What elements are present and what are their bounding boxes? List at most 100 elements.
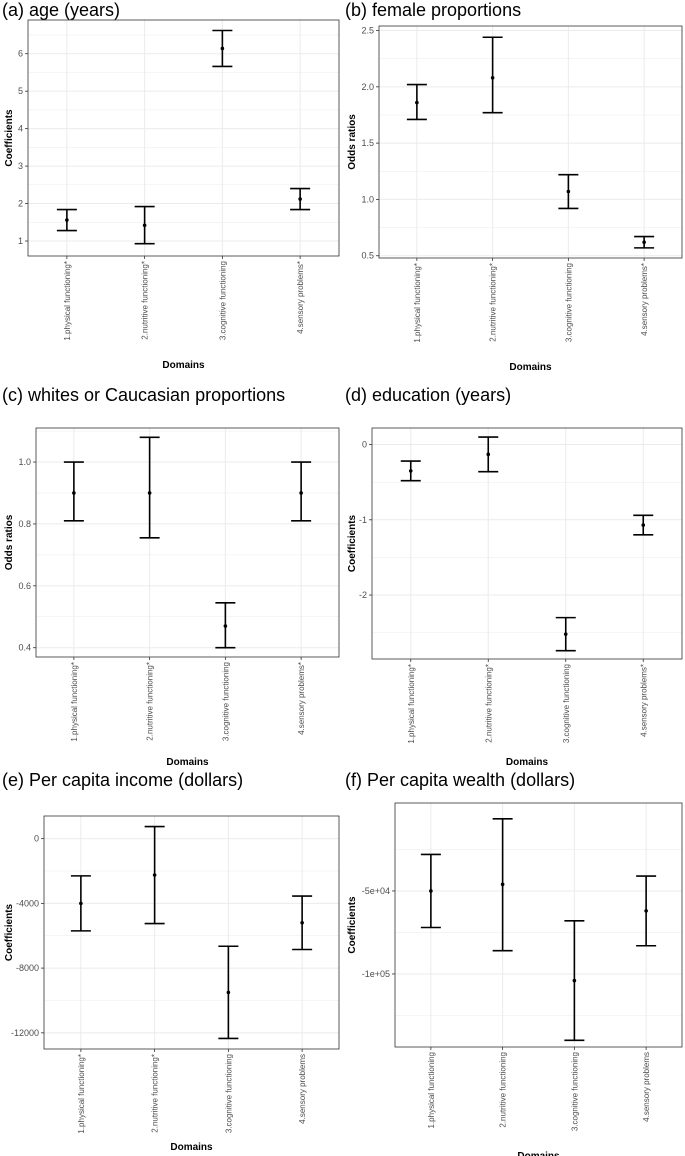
y-tick-label: -4000	[16, 898, 39, 908]
plot-border	[394, 802, 683, 1048]
x-tick-label: 1.physical functioning*	[413, 263, 422, 343]
x-tick-label: 1.physical functioning*	[63, 261, 72, 341]
y-axis-title: Coefficients	[4, 109, 15, 167]
data-point	[500, 882, 505, 887]
data-point	[220, 46, 225, 51]
panel-title: (e) Per capita income (dollars)	[2, 770, 244, 790]
y-tick-label: -1	[359, 515, 367, 525]
plot-area	[28, 20, 339, 256]
y-axis-title: Odds ratios	[347, 114, 358, 170]
chart-panel: (a) age (years) 1 2 3 4 5 6 1.physical function…	[0, 0, 342, 385]
chart-panel: (f) Per capita wealth (dollars) -1e+05 -5e…	[343, 770, 685, 1156]
data-point	[298, 197, 302, 201]
data-point	[563, 632, 568, 636]
y-axis-title: Odds ratios	[4, 514, 15, 570]
x-tick-label: 3.cognitive functioning	[218, 261, 227, 340]
data-point	[641, 523, 646, 527]
x-tick-label: 3.cognitive functioning	[224, 1054, 233, 1133]
panel-title: (f) Per capita wealth (dollars)	[345, 770, 576, 790]
x-axis-title: Domains	[506, 757, 549, 768]
x-tick-label: 1.physical functioning*	[407, 664, 416, 744]
y-tick-label: -2	[359, 590, 367, 600]
data-point	[79, 901, 83, 906]
x-axis-title: Domains	[517, 1151, 560, 1156]
chart-svg: -1e+05 -5e+04 1.physical functioning 2.nutr…	[347, 802, 683, 1156]
panel-title: (c) whites or Caucasian proportions	[2, 385, 286, 405]
y-tick-label: 3	[18, 161, 23, 171]
chart-svg: 0.4 0.6 0.8 1.0 1.physical functioning* 2.nut…	[4, 427, 340, 768]
x-tick-label: 2.nutritive functioning*	[484, 664, 493, 743]
chart-panel: (c) whites or Caucasian proportions 0.4 0.…	[0, 385, 342, 770]
x-tick-label: 2.nutritive functioning*	[489, 263, 498, 342]
x-tick-label: 3.cognitive functioning	[221, 662, 230, 741]
x-tick-label: 1.physical functioning	[427, 1052, 436, 1129]
x-axis-title: Domains	[162, 360, 205, 371]
data-point	[226, 990, 231, 995]
data-point	[486, 452, 491, 457]
data-point	[572, 978, 577, 983]
y-tick-label: -8000	[16, 963, 39, 973]
data-point	[152, 873, 157, 877]
panel-title: (b) female proportions	[345, 0, 522, 20]
y-tick-label: 2.5	[361, 26, 374, 36]
y-tick-label: 0.8	[18, 519, 31, 529]
y-axis-title: Coefficients	[347, 896, 358, 954]
x-tick-label: 4.sensory problems	[298, 1054, 307, 1124]
y-tick-label: 0.5	[361, 251, 374, 261]
plot-border	[43, 815, 340, 1050]
y-tick-label: 0.6	[18, 581, 31, 591]
x-tick-label: 3.cognitive functioning	[564, 263, 573, 342]
data-point	[415, 100, 419, 105]
y-tick-label: -1e+05	[362, 969, 390, 979]
data-point	[223, 624, 228, 628]
y-axis-title: Coefficients	[347, 514, 358, 572]
plot-border	[35, 427, 340, 658]
chart-svg: 1 2 3 4 5 6 1.physical functioning* 2.nutritive…	[4, 19, 340, 371]
x-tick-label: 4.sensory problems*	[297, 662, 306, 735]
y-tick-label: -5e+04	[362, 886, 390, 896]
data-point	[642, 240, 646, 245]
data-point	[566, 189, 571, 194]
data-point	[490, 76, 495, 80]
y-tick-label: -12000	[11, 1028, 39, 1038]
x-tick-label: 2.nutritive functioning	[499, 1052, 508, 1128]
y-tick-label: 5	[18, 86, 23, 96]
x-axis-title: Domains	[166, 757, 209, 768]
x-axis-title: Domains	[170, 1142, 213, 1153]
panel-title: (a) age (years)	[2, 0, 121, 20]
y-tick-label: 1.5	[361, 138, 374, 148]
plot-border	[27, 19, 340, 257]
chart-svg: -2 -1 0 1.physical functioning* 2.nutritive …	[347, 427, 683, 768]
data-point	[147, 491, 152, 495]
data-point	[299, 491, 303, 495]
data-point	[300, 920, 304, 925]
data-point	[142, 223, 147, 228]
x-tick-label: 3.cognitive functioning	[562, 664, 571, 743]
x-axis-title: Domains	[509, 362, 552, 373]
data-point	[65, 218, 69, 222]
y-tick-label: 0.4	[18, 643, 31, 653]
chart-panel: (b) female proportions 0.5 1.0 1.5 2.0 2.5 1.p…	[343, 0, 685, 385]
chart-svg: 0.5 1.0 1.5 2.0 2.5 1.physical functioning* 2.…	[347, 25, 683, 373]
x-tick-label: 3.cognitive functioning	[570, 1052, 579, 1131]
x-tick-label: 1.physical functioning*	[70, 662, 79, 742]
y-tick-label: 0	[34, 834, 39, 844]
x-tick-label: 2.nutritive functioning*	[146, 662, 155, 741]
y-tick-label: 1	[18, 236, 23, 246]
data-point	[429, 889, 433, 893]
plot-border	[378, 25, 683, 259]
x-tick-label: 2.nutritive functioning*	[141, 261, 150, 340]
chart-svg: -12000 -8000 -4000 0 1.physical functioning*…	[4, 815, 340, 1153]
y-tick-label: 2	[18, 199, 23, 209]
plot-area	[44, 816, 339, 1049]
x-tick-label: 4.sensory problems*	[296, 261, 305, 334]
plot-area	[379, 26, 682, 258]
y-tick-label: 1.0	[361, 194, 374, 204]
plot-area	[372, 428, 682, 659]
plot-area	[395, 803, 682, 1047]
x-tick-label: 2.nutritive functioning*	[151, 1054, 160, 1133]
y-tick-label: 1.0	[18, 457, 31, 467]
plot-border	[371, 427, 683, 660]
panel-title: (d) education (years)	[345, 385, 512, 405]
chart-panel: (e) Per capita income (dollars) -12000 -80…	[0, 770, 342, 1155]
